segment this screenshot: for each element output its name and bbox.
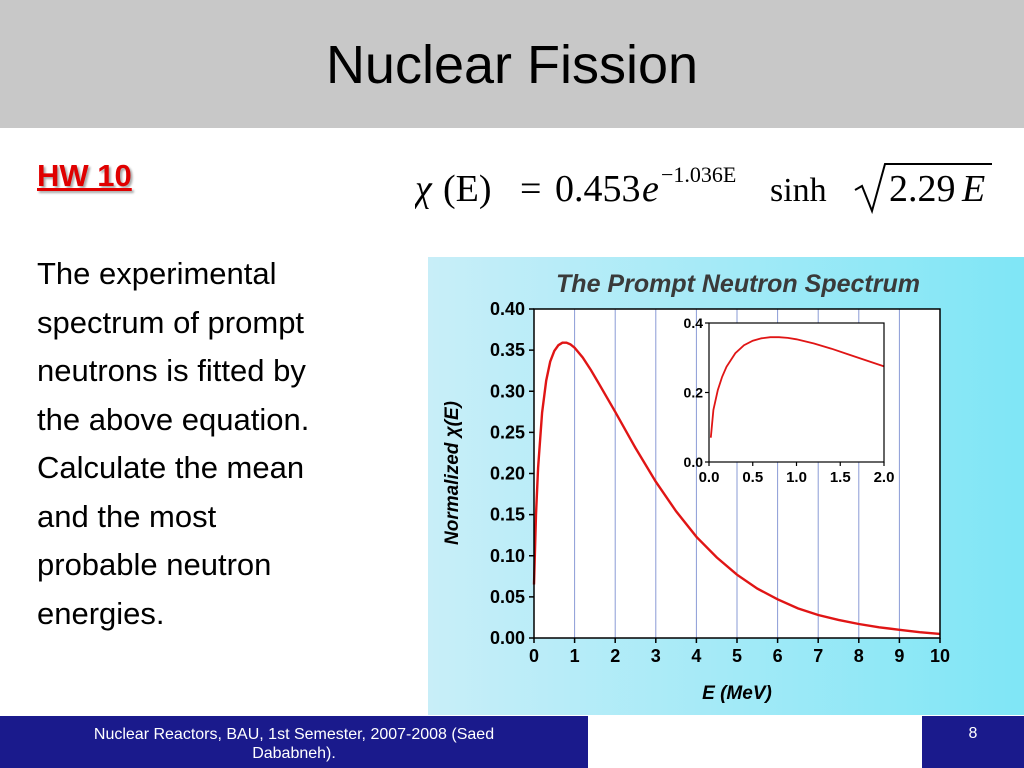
inset-x-tick-label: 2.0 [874, 469, 895, 486]
sqrt-sign-icon [854, 163, 992, 215]
problem-text: The experimental spectrum of prompt neut… [37, 250, 397, 638]
inset-x-tick-label: 0.0 [699, 469, 720, 486]
x-tick-label: 5 [732, 646, 742, 666]
y-tick-label: 0.10 [490, 546, 525, 566]
footer-text-line1: Nuclear Reactors, BAU, 1st Semester, 200… [93, 726, 495, 743]
eq-exponent: −1.036E [661, 162, 736, 187]
inset-y-tick-label: 0.0 [684, 454, 704, 470]
inset-plot-area [709, 323, 884, 462]
plot-frame [533, 308, 941, 639]
eq-radicand-variable: E [961, 168, 985, 210]
problem-line: and the most [37, 498, 217, 534]
y-tick-label: 0.00 [490, 628, 525, 648]
main-ticks: 0 1 2 3 4 5 6 7 8 9 10 0.00 0.05 0.10 0.15 0.20 0.25 0.30… [490, 299, 950, 666]
eq-equals: = [520, 168, 541, 210]
x-tick-label: 1 [570, 646, 580, 666]
inset-x-tick-label: 1.0 [786, 469, 807, 486]
inset-frame [708, 322, 885, 463]
problem-line: the above equation. [37, 401, 310, 437]
y-axis-label: Normalized χ(E) [442, 401, 463, 545]
footer-spacer [588, 716, 922, 768]
x-tick-label: 4 [691, 646, 701, 666]
x-tick-label: 7 [813, 646, 823, 666]
inset-spectrum-line [709, 336, 885, 438]
problem-line: energies. [37, 595, 165, 631]
problem-line: spectrum of prompt [37, 304, 305, 340]
problem-line: Calculate the mean [37, 450, 305, 485]
x-tick-label: 2 [610, 646, 620, 666]
y-tick-label: 0.15 [490, 505, 525, 525]
eq-base-e: e [642, 168, 659, 210]
eq-radicand-number: 2.29 [889, 168, 956, 210]
hw-label: HW 10 [37, 158, 132, 193]
main-spectrum-line [532, 341, 941, 636]
y-tick-label: 0.25 [490, 422, 525, 442]
x-tick-label: 8 [854, 646, 864, 666]
problem-line: neutrons is fitted by [37, 353, 306, 388]
inset-y-tick-label: 0.2 [684, 385, 704, 401]
x-tick-label: 3 [651, 646, 661, 666]
fission-spectrum-equation: χ (E) = 0.453 e −1.036E sinh 2.29 E [415, 162, 992, 215]
slide-title: Nuclear Fission [325, 35, 699, 95]
y-tick-label: 0.35 [490, 340, 525, 360]
x-tick-label: 6 [773, 646, 783, 666]
eq-lhs-arg: (E) [443, 168, 492, 210]
x-tick-label: 0 [529, 646, 539, 666]
chart-title: The Prompt Neutron Spectrum [556, 270, 920, 298]
problem-line: probable neutron [37, 547, 272, 582]
problem-line: The experimental [37, 256, 277, 291]
eq-coefficient: 0.453 [555, 168, 641, 210]
y-tick-label: 0.30 [490, 381, 525, 401]
page-number: 8 [968, 725, 978, 742]
inset-plot: 0.0 0.5 1.0 1.5 2.0 0.0 0.2 0.4 [684, 315, 895, 486]
x-tick-label: 10 [930, 646, 950, 666]
inset-ticks: 0.0 0.5 1.0 1.5 2.0 0.0 0.2 0.4 [684, 315, 895, 486]
eq-chi: χ [415, 168, 433, 210]
y-tick-label: 0.40 [490, 299, 525, 319]
eq-sinh: sinh [770, 172, 827, 209]
y-tick-label: 0.20 [490, 464, 525, 484]
inset-x-tick-label: 1.5 [830, 469, 851, 486]
footer-text-line2: Dababneh). [252, 745, 336, 762]
inset-x-tick-label: 0.5 [742, 469, 763, 486]
title-bar: Nuclear Fission [0, 0, 1024, 128]
prompt-neutron-spectrum-chart: 0 1 2 3 4 5 6 7 8 9 10 0.00 0.05 0.10 0.15 0.20 0.25 0.30… [428, 257, 1024, 715]
inset-y-tick-label: 0.4 [684, 315, 704, 331]
x-tick-label: 9 [894, 646, 904, 666]
y-tick-label: 0.05 [490, 587, 525, 607]
footer-course-info: Nuclear Reactors, BAU, 1st Semester, 200… [0, 716, 588, 768]
footer-page-box: 8 [922, 716, 1024, 768]
x-axis-label: E (MeV) [702, 683, 772, 704]
